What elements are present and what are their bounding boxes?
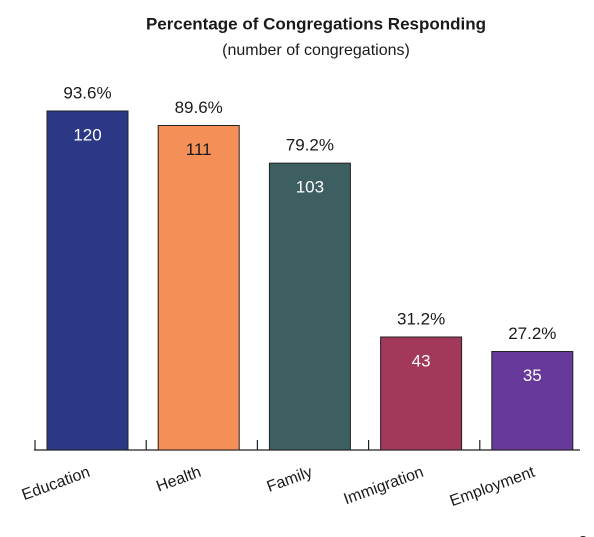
- bar: [46, 110, 129, 451]
- value-label: 27.2%: [508, 324, 556, 343]
- x-tick-label: Education: [20, 464, 93, 504]
- page-number: 3: [578, 533, 588, 537]
- bar: [491, 350, 574, 451]
- count-label: 111: [186, 140, 212, 159]
- count-label: 43: [412, 351, 431, 370]
- value-label: 79.2%: [286, 136, 334, 155]
- bar: [380, 336, 463, 451]
- value-label: 93.6%: [63, 83, 111, 102]
- bar: [268, 162, 351, 451]
- count-label: 35: [523, 366, 542, 385]
- bar: [157, 124, 240, 451]
- x-tick-label: Immigration: [342, 464, 426, 509]
- x-tick-label: Family: [265, 464, 315, 496]
- value-label: 31.2%: [397, 309, 445, 328]
- count-label: 120: [73, 125, 101, 144]
- value-label: 89.6%: [175, 98, 223, 117]
- x-tick-label: Employment: [448, 464, 538, 511]
- count-label: 103: [296, 178, 324, 197]
- x-tick-label: Health: [154, 464, 203, 496]
- chart-title: Percentage of Congregations Responding: [146, 14, 486, 33]
- chart-subtitle: (number of congregations): [222, 42, 410, 59]
